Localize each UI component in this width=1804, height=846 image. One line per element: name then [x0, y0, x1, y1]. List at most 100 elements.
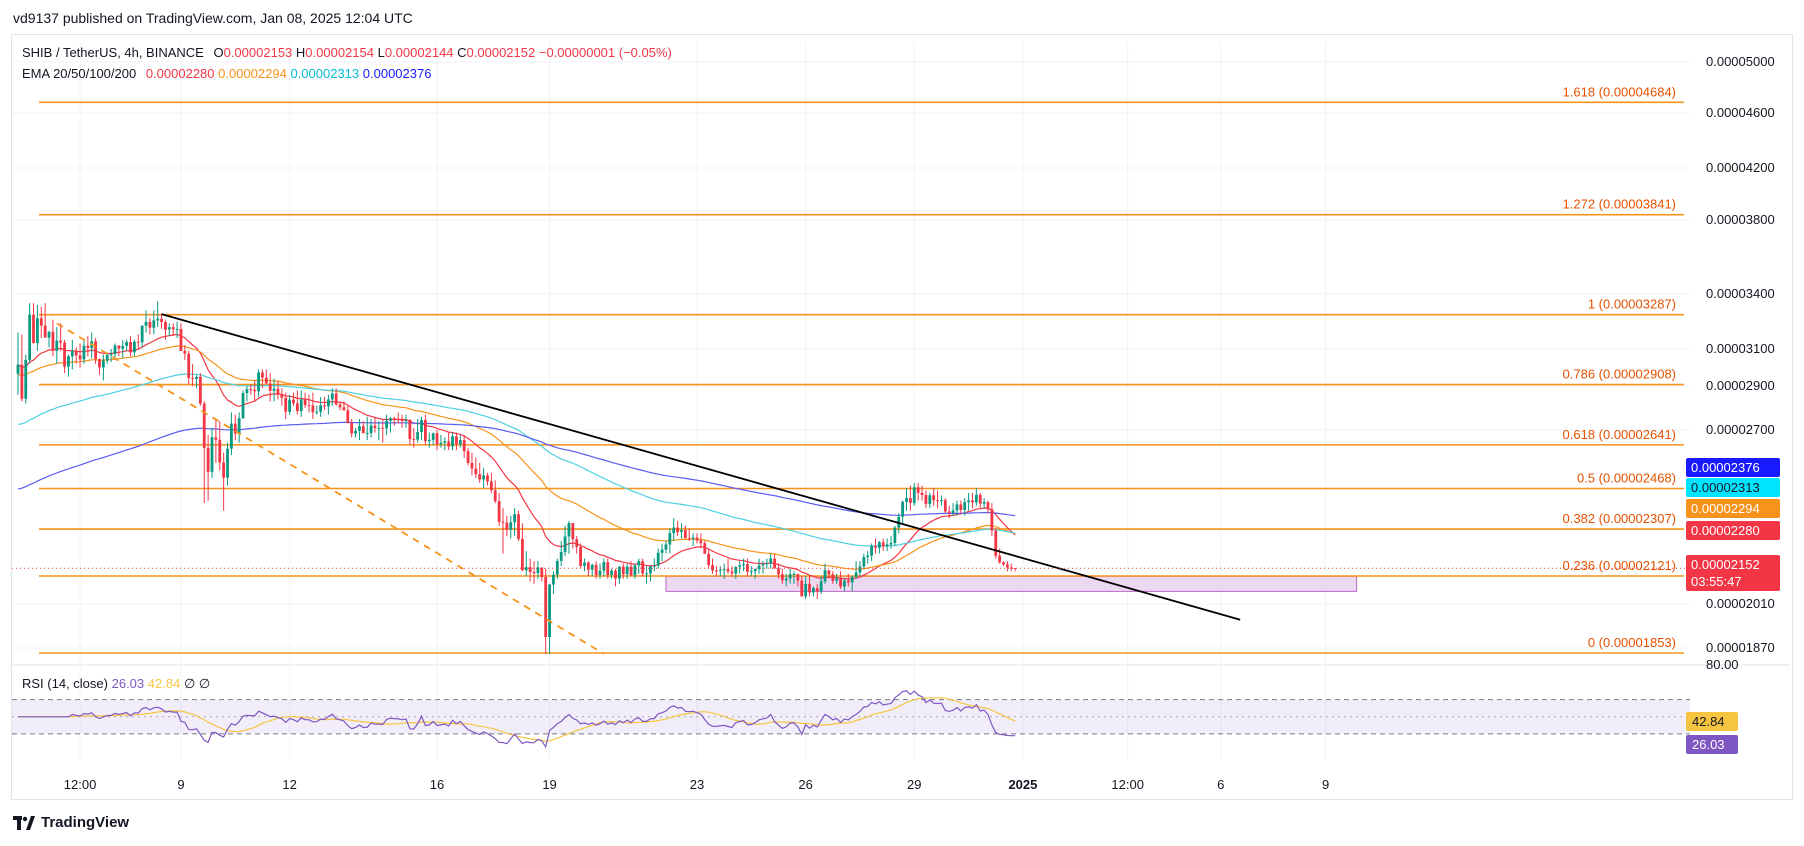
- candle-body: [280, 394, 284, 398]
- chart-frame[interactable]: [11, 34, 1793, 800]
- candle-body: [404, 420, 408, 422]
- candle-body: [261, 372, 264, 378]
- candle-body: [377, 427, 381, 429]
- candle-body: [955, 504, 959, 511]
- candle-body: [346, 410, 350, 423]
- candle-body: [474, 468, 478, 475]
- candle-body: [916, 487, 920, 493]
- candle-body: [924, 495, 928, 504]
- candle-body: [156, 318, 160, 321]
- candle-body: [792, 573, 796, 575]
- candle-body: [683, 530, 687, 539]
- candle-body: [257, 372, 260, 392]
- candle-body: [722, 569, 726, 571]
- candle-body: [210, 437, 214, 472]
- time-axis-tick: 9: [1322, 777, 1329, 792]
- rsi-label[interactable]: RSI (14, close): [22, 676, 108, 691]
- candle-body: [1002, 562, 1005, 565]
- candle-body: [276, 388, 280, 395]
- ema20-value: 0.00002280: [145, 66, 215, 81]
- candle-body: [866, 555, 870, 558]
- candle-body: [765, 563, 769, 565]
- rsi-axis-tick: 80.00: [1706, 657, 1739, 672]
- price-tag-label: 0.00002376: [1691, 460, 1760, 475]
- candle-body: [513, 514, 517, 523]
- candle-body: [16, 364, 20, 374]
- candle-body: [311, 405, 315, 413]
- candle-body: [614, 570, 617, 579]
- candle-body: [971, 500, 974, 503]
- candle-body: [160, 318, 163, 323]
- candle-body: [990, 509, 994, 531]
- candle-body: [144, 321, 148, 326]
- rsi-lines-layer: [18, 690, 1016, 749]
- candle-body: [517, 514, 520, 539]
- brand-name: TradingView: [41, 814, 130, 831]
- candle-body: [198, 376, 202, 404]
- countdown-label: 03:55:47: [1691, 574, 1742, 589]
- candle-body: [784, 578, 788, 581]
- candle-body: [889, 542, 893, 545]
- candle-body: [365, 433, 369, 435]
- price-tag: [1686, 521, 1780, 540]
- candle-body: [773, 558, 776, 569]
- candle-body: [586, 562, 590, 570]
- candle-body: [74, 350, 78, 356]
- candle-body: [998, 555, 1002, 563]
- candle-body: [82, 345, 86, 360]
- candle-body: [521, 538, 524, 571]
- ema-label[interactable]: EMA 20/50/100/200: [22, 66, 137, 81]
- ema-layer: [17, 333, 1016, 580]
- fib-label: 0.618 (0.00002641): [1563, 427, 1676, 442]
- candle-body: [687, 538, 691, 540]
- candle-body: [940, 500, 943, 502]
- candle-body: [373, 425, 377, 429]
- candle-body: [664, 544, 668, 550]
- candle-body: [369, 425, 373, 434]
- tradingview-logo[interactable]: TradingView: [13, 814, 129, 831]
- price-tag: [1686, 478, 1780, 497]
- ema-legend[interactable]: EMA 20/50/100/200 0.00002280 0.00002294 …: [22, 66, 431, 81]
- candle-body: [877, 542, 881, 548]
- candle-body: [462, 440, 466, 452]
- tradingview-logo-icon: [13, 815, 35, 830]
- candle-body: [920, 492, 924, 496]
- candle-body: [443, 441, 447, 443]
- rsi-tag-label: 26.03: [1692, 737, 1725, 752]
- rsi-legend[interactable]: RSI (14, close) 26.03 42.84 ∅ ∅: [22, 676, 210, 692]
- candle-body: [528, 567, 532, 572]
- candle-body: [862, 557, 866, 567]
- candle-body: [241, 393, 245, 419]
- candle-body: [295, 403, 299, 412]
- trendline-layer: [12, 313, 1700, 655]
- candle-body: [24, 359, 28, 399]
- candle-body: [470, 463, 474, 469]
- candle-body: [846, 580, 850, 583]
- candle-body: [579, 547, 582, 566]
- candle-body: [652, 565, 656, 567]
- candle-body: [858, 566, 862, 573]
- candle-body: [555, 560, 559, 575]
- rsi-tag: [1686, 735, 1738, 754]
- candle-body: [98, 359, 101, 368]
- candle-body: [1006, 564, 1009, 568]
- price-tag-label: 0.00002280: [1691, 523, 1760, 538]
- candle-body: [482, 475, 485, 480]
- candle-body: [777, 568, 780, 575]
- candle-body: [148, 321, 152, 328]
- candle-body: [850, 576, 854, 583]
- price-tag-label: 0.00002294: [1691, 501, 1760, 516]
- candle-body: [20, 364, 24, 399]
- candle-body: [396, 419, 400, 421]
- fib-label: 0.786 (0.00002908): [1563, 367, 1676, 382]
- ohlc-legend[interactable]: SHIB / TetherUS, 4h, BINANCE O0.00002153…: [22, 45, 672, 60]
- price-tag-label: 0.00002152: [1691, 557, 1760, 572]
- symbol-label[interactable]: SHIB / TetherUS, 4h, BINANCE: [22, 45, 204, 60]
- candle-body: [109, 353, 113, 355]
- close-label: C: [457, 45, 467, 60]
- candle-body: [222, 462, 226, 478]
- time-axis-tick: 16: [430, 777, 444, 792]
- candle-body: [625, 566, 629, 575]
- candle-body: [943, 500, 947, 512]
